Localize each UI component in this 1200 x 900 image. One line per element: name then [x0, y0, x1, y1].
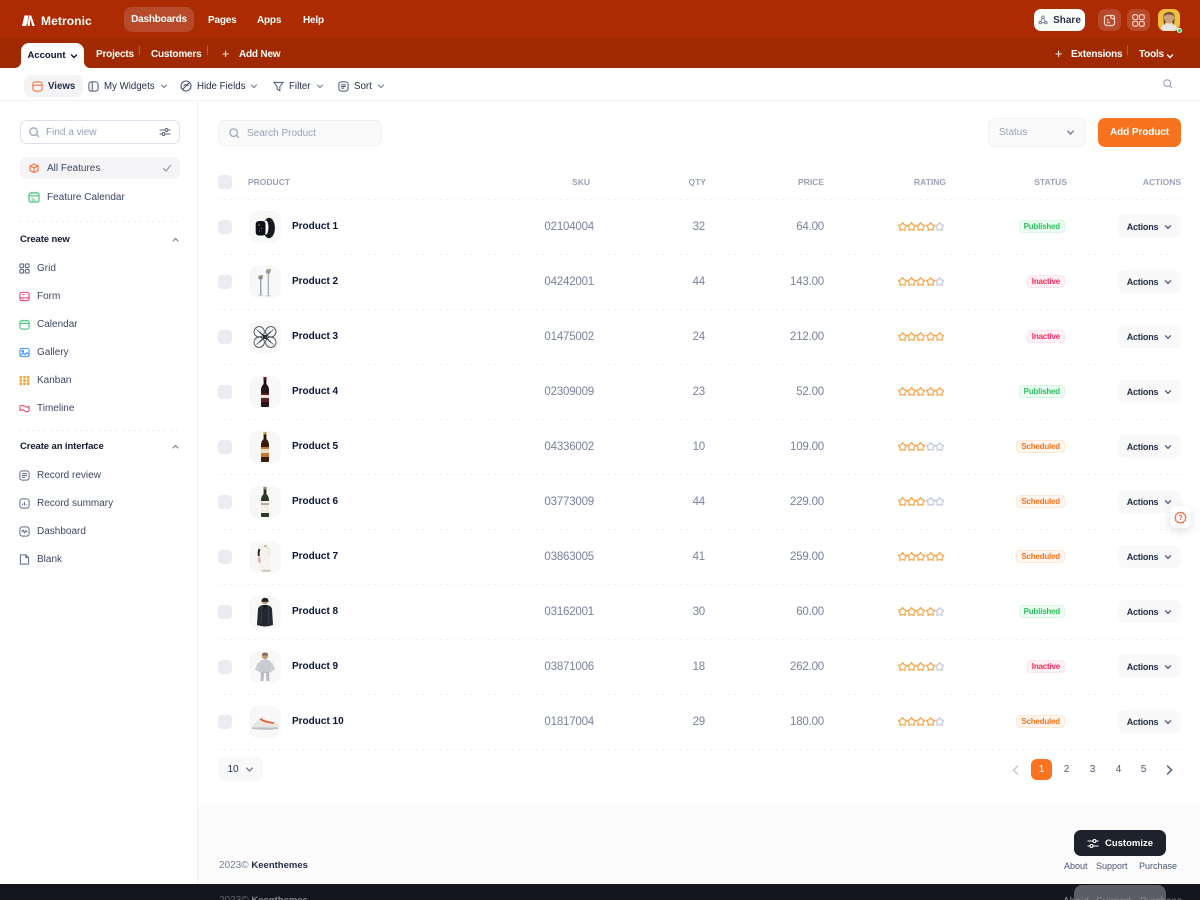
svg-text:?: ? — [1178, 515, 1182, 522]
